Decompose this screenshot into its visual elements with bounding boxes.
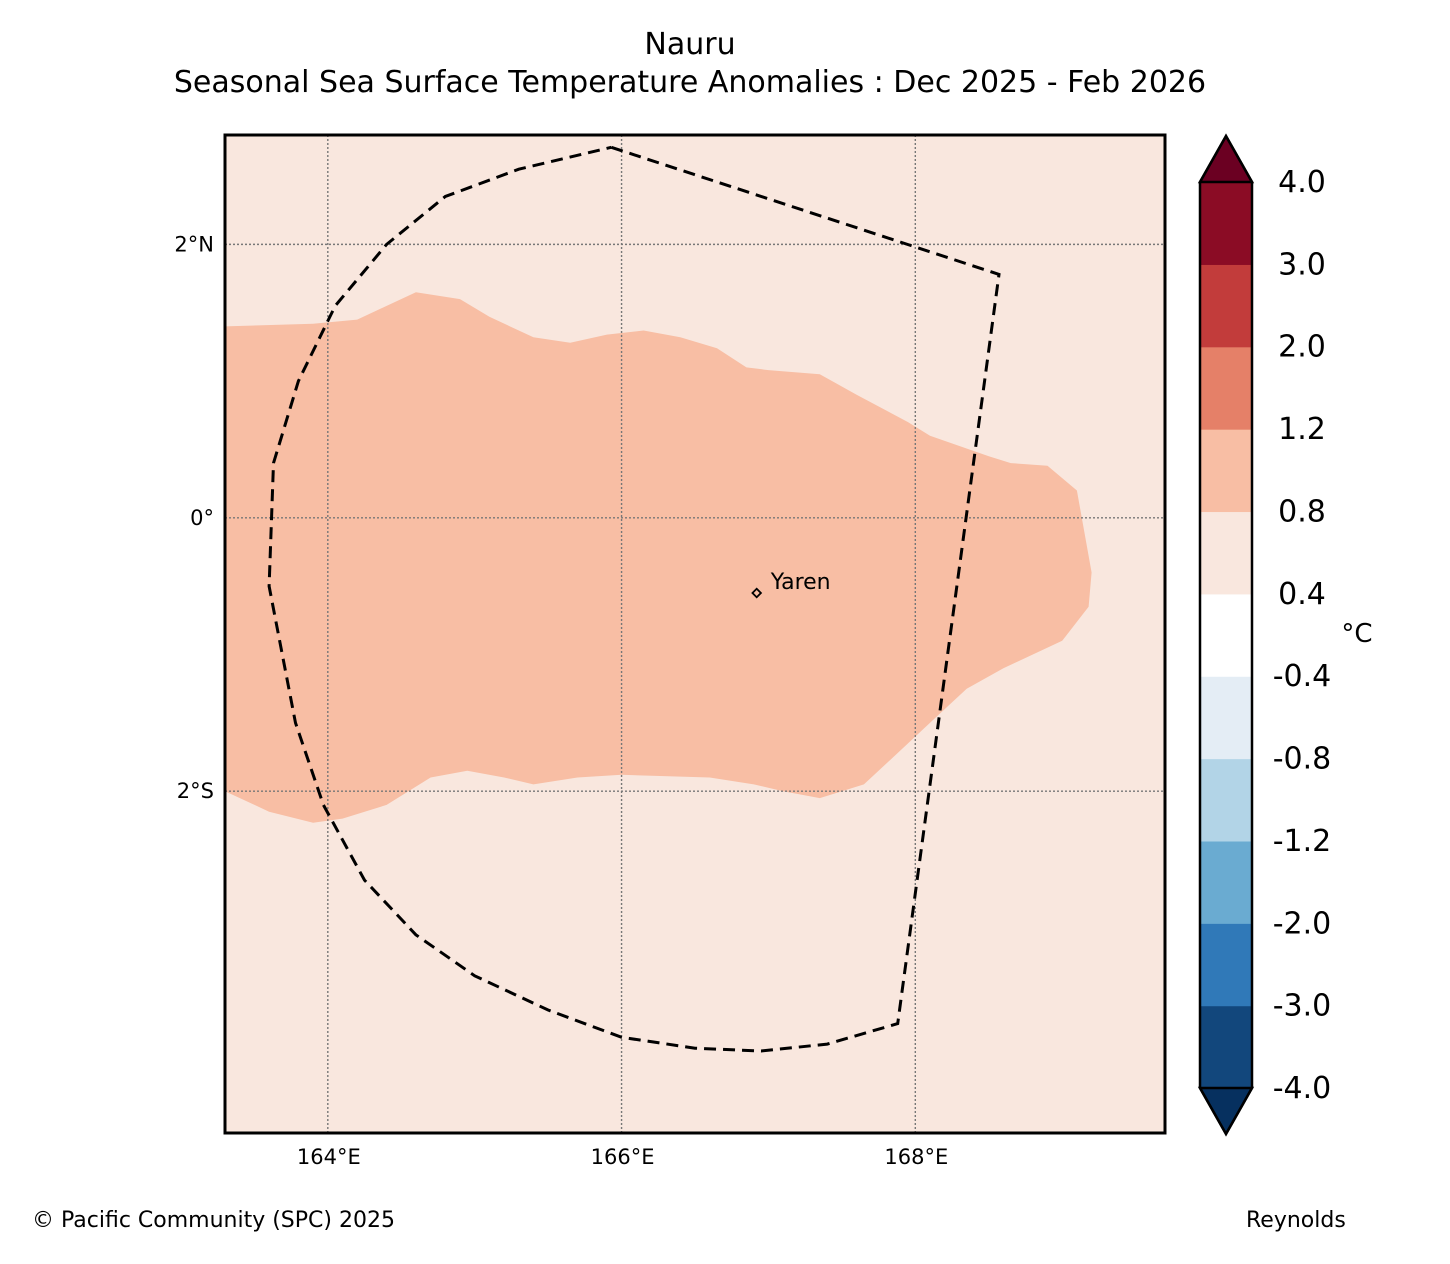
colorbar-tick-label: 1.2	[1278, 412, 1326, 447]
colorbar-tick-label: -2.0	[1273, 906, 1332, 941]
colorbar-under-triangle	[1197, 1086, 1255, 1137]
lat-tick-label: 0°	[190, 506, 214, 530]
copyright-notice: © Pacific Community (SPC) 2025	[32, 1208, 395, 1233]
colorbar-band	[1200, 676, 1252, 760]
lon-tick-label: 164°E	[297, 1145, 361, 1169]
colorbar: -4.0 -3.0 -2.0 -1.2 -0.8 -0.4 0.4 0.8 1.2 2.0 3.0 4…	[1197, 133, 1373, 1137]
map-area: Yaren	[225, 135, 1165, 1133]
colorbar-band	[1200, 346, 1252, 430]
colorbar-tick-label: -0.8	[1273, 742, 1332, 777]
colorbar-band	[1200, 593, 1252, 677]
colorbar-unit: °C	[1341, 619, 1372, 649]
lat-tick-label: 2°N	[174, 232, 214, 256]
colorbar-tick-label: 2.0	[1278, 330, 1326, 365]
lon-tick-label: 166°E	[591, 1145, 655, 1169]
colorbar-tick-label: -1.2	[1273, 824, 1332, 859]
eez-boundary	[267, 145, 1001, 1053]
colorbar-band	[1200, 182, 1252, 265]
graticule	[225, 135, 1165, 1133]
colorbar-tick-label: 4.0	[1278, 165, 1326, 200]
lat-tick-label: 2°S	[177, 779, 214, 803]
yaren-marker[interactable]	[751, 587, 763, 599]
title-line-1: Nauru	[644, 27, 736, 62]
colorbar-tick-label: 3.0	[1278, 247, 1326, 282]
colorbar-tick-label: -0.4	[1273, 659, 1332, 694]
city-label: Yaren	[770, 570, 831, 595]
colorbar-over-triangle	[1197, 133, 1255, 184]
colorbar-band	[1200, 923, 1252, 1007]
colorbar-tick-label: -4.0	[1273, 1071, 1332, 1106]
colorbar-band	[1200, 429, 1252, 513]
chart-title: Nauru Seasonal Sea Surface Temperature A…	[0, 26, 1380, 102]
colorbar-band	[1200, 1005, 1252, 1089]
colorbar-tick-label: 0.8	[1278, 495, 1326, 530]
longitude-labels: 164°E 166°E 168°E	[297, 1145, 948, 1169]
colorbar-tick-label: 0.4	[1278, 577, 1326, 612]
colorbar-band	[1200, 511, 1252, 595]
anomaly-region-fill	[225, 292, 1092, 823]
map-frame	[223, 133, 1167, 1135]
colorbar-band	[1200, 758, 1252, 842]
lon-tick-label: 168°E	[884, 1145, 948, 1169]
latitude-labels: 2°N 0° 2°S	[174, 232, 214, 803]
colorbar-tick-label: -3.0	[1273, 989, 1332, 1024]
colorbar-outline	[1198, 133, 1254, 1137]
title-line-2: Seasonal Sea Surface Temperature Anomali…	[173, 65, 1207, 100]
colorbar-band	[1200, 840, 1252, 924]
colorbar-band	[1200, 264, 1252, 348]
data-source: Reynolds	[1246, 1208, 1346, 1233]
